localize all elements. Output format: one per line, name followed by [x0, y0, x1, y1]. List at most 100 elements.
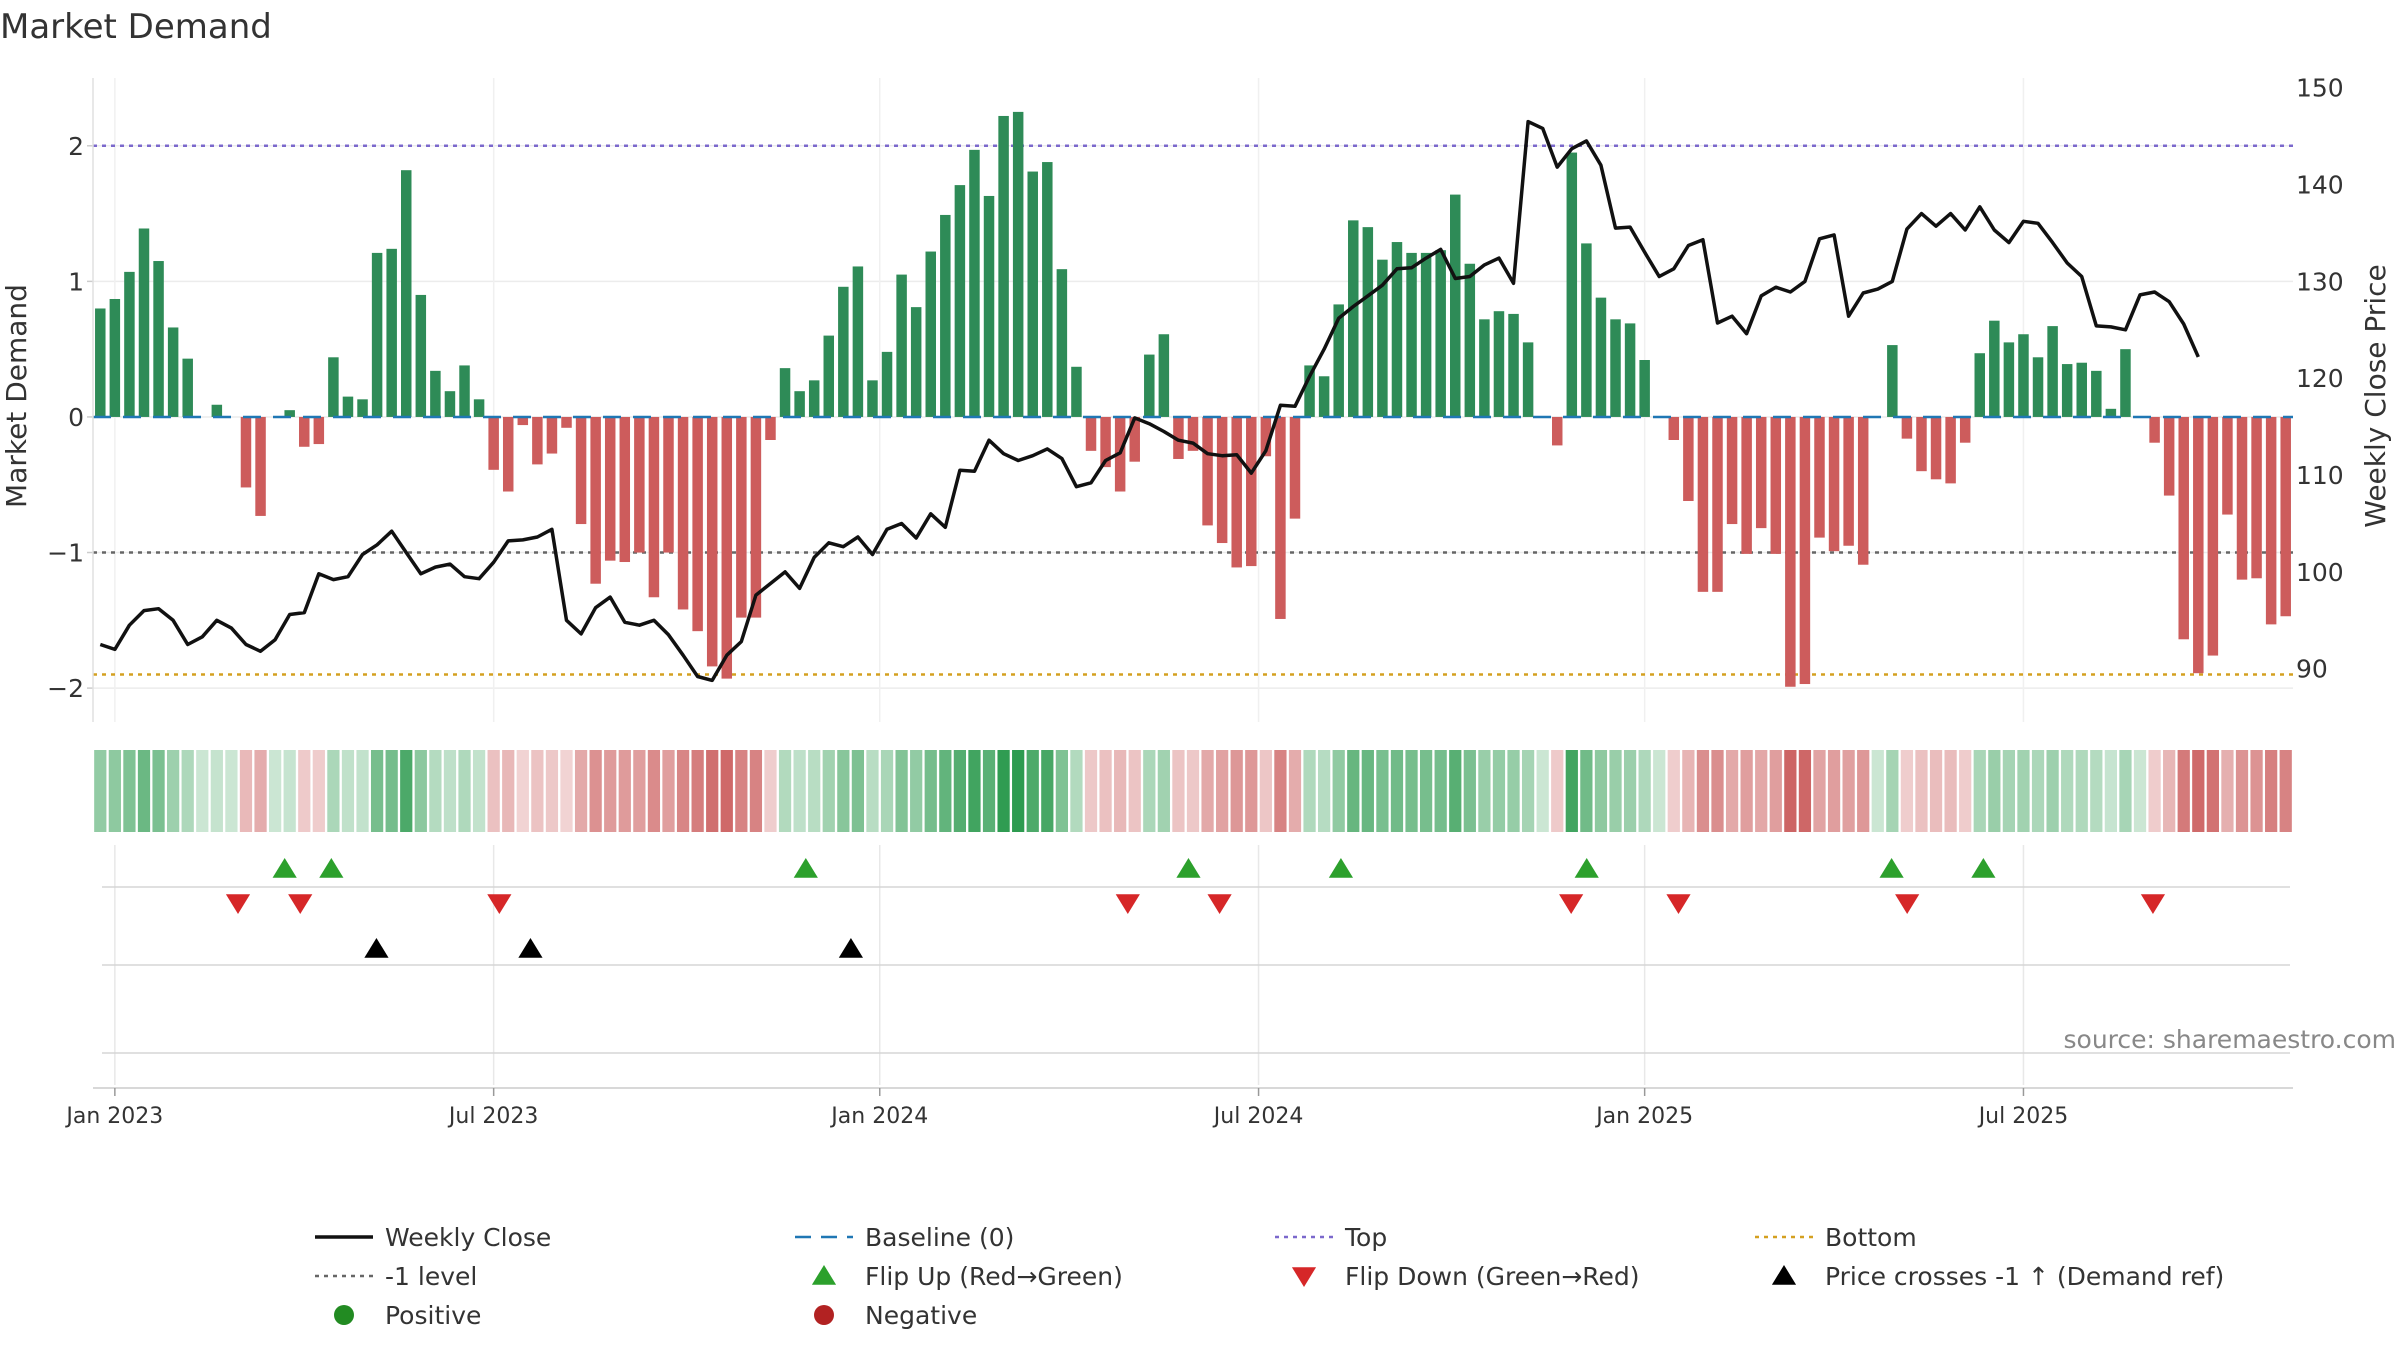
demand-bar: [1785, 416, 1796, 687]
demand-bar: [1755, 416, 1767, 529]
demand-bar: [1989, 320, 2000, 417]
strip-cell: [982, 750, 996, 832]
demand-bar: [182, 358, 193, 417]
strip-cell: [735, 750, 748, 832]
demand-bar: [779, 368, 791, 417]
weekly-close-polyline: [99, 119, 2200, 683]
y2-tick-label: 120: [2296, 364, 2344, 393]
strip-cell: [1565, 750, 1578, 832]
demand-bar: [2047, 326, 2058, 417]
strip-cell: [676, 750, 690, 832]
strip-cell: [1638, 750, 1651, 832]
flip-down-marker: [1207, 894, 1232, 914]
demand-bar: [444, 391, 456, 417]
strip-cell: [283, 750, 296, 832]
strip-cell: [429, 750, 442, 832]
strip-cell: [458, 750, 471, 832]
strip-cell: [1871, 750, 1884, 832]
strip-cell: [152, 750, 165, 832]
demand-bar: [1464, 263, 1476, 417]
demand-bar: [808, 380, 820, 417]
strip-cell: [225, 750, 238, 832]
strip-cell: [1551, 750, 1564, 832]
flip-down-marker: [1666, 894, 1691, 914]
legend-item: Baseline (0): [795, 1223, 1014, 1252]
x-tick-label: Jul 2024: [1212, 1104, 1304, 1129]
demand-bar: [1493, 311, 1505, 417]
strip-cell: [269, 750, 282, 832]
strip-cell: [808, 750, 821, 832]
strip-cell: [720, 750, 733, 832]
demand-bar: [1712, 416, 1723, 592]
demand-bar: [2149, 416, 2160, 443]
demand-bar: [342, 396, 354, 417]
demand-bar: [590, 416, 601, 584]
strip-cell: [1347, 750, 1360, 832]
demand-bar: [575, 416, 587, 525]
strip-cell: [851, 750, 865, 832]
strip-cell: [910, 750, 923, 832]
y2-tick-label: 90: [2296, 655, 2328, 684]
y-tick-label: 1: [68, 267, 84, 296]
strip-cell: [181, 750, 194, 832]
demand-bar: [2265, 416, 2277, 625]
y-tick-label: −1: [47, 539, 84, 568]
legend-label: Bottom: [1825, 1223, 1917, 1252]
demand-bar: [604, 416, 616, 561]
demand-bar: [1741, 416, 1752, 554]
strip-cell: [2090, 750, 2103, 832]
demand-bar: [1974, 353, 1985, 417]
demand-bar: [1479, 319, 1490, 417]
demand-bar: [240, 416, 252, 488]
strip-cell: [1521, 750, 1535, 832]
strip-cell: [1332, 750, 1345, 832]
flip-up-marker: [272, 858, 297, 878]
demand-bar: [998, 115, 1009, 417]
demand-bar: [1333, 304, 1344, 417]
strip-cell: [1711, 750, 1724, 832]
demand-bar: [663, 416, 674, 553]
strip-cell: [108, 750, 121, 832]
demand-bar: [750, 416, 762, 618]
demand-bar: [867, 380, 878, 417]
demand-bar: [896, 274, 907, 417]
flip-down-marker: [2140, 894, 2166, 914]
demand-bar: [459, 365, 470, 417]
strip-cell: [2002, 750, 2016, 832]
strip-cell: [298, 750, 311, 832]
demand-bar: [1916, 416, 1927, 472]
demand-bar: [648, 416, 660, 598]
demand-bar: [2061, 364, 2073, 417]
strip-cell: [414, 750, 427, 832]
legend-label: Weekly Close: [385, 1223, 551, 1252]
y2-tick-label: 110: [2296, 461, 2344, 490]
demand-bar: [706, 416, 718, 667]
strip-cell: [589, 750, 602, 832]
strip-cell: [1988, 750, 2001, 832]
legend-item: Top: [1275, 1223, 1387, 1252]
legend-item: Flip Down (Green→Red): [1291, 1262, 1640, 1291]
demand-bar: [619, 416, 631, 563]
strip-cell: [1361, 750, 1374, 832]
strip-cell: [123, 750, 136, 832]
strip-cell: [210, 750, 223, 832]
demand-bar: [2018, 334, 2029, 417]
x-tick-label: Jan 2025: [1594, 1104, 1693, 1129]
demand-bar: [1610, 319, 1621, 417]
demand-bar: [1508, 313, 1519, 417]
demand-bar: [1770, 416, 1782, 554]
strip-cell: [837, 750, 850, 832]
legend-item: Weekly Close: [315, 1223, 551, 1252]
y2-tick-label: 150: [2296, 74, 2344, 103]
strip-cell: [2061, 750, 2074, 832]
demand-bar: [532, 416, 543, 465]
strip-cell: [1084, 750, 1098, 832]
strip-cell: [1128, 750, 1141, 832]
demand-bar: [1042, 162, 1053, 417]
legend-item: Positive: [334, 1301, 481, 1330]
strip-cell: [1201, 750, 1214, 832]
y-tick-label: 0: [68, 403, 84, 432]
demand-bar: [95, 308, 106, 417]
strip-cell: [1419, 750, 1433, 832]
demand-bar: [1231, 416, 1242, 568]
